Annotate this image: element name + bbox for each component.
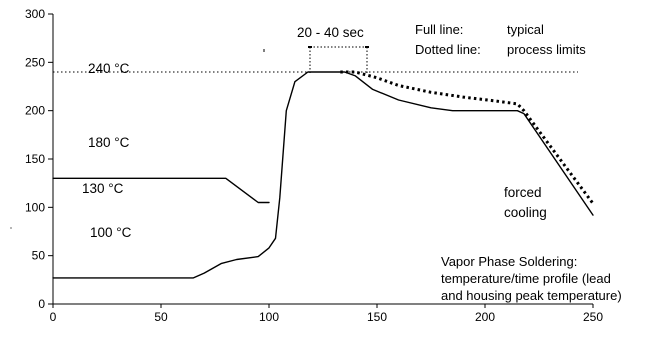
- duration-bracket: [308, 46, 369, 75]
- x-tick-label: 200: [475, 310, 495, 324]
- y-tick-label: 50: [32, 249, 46, 263]
- typical-line-0: [52, 71, 594, 279]
- legend: Full line: typical Dotted line: process …: [415, 22, 586, 57]
- stray-marks: [10, 49, 265, 229]
- legend-full-label: Full line:: [415, 22, 463, 37]
- x-tick-label: 150: [367, 310, 387, 324]
- x-tick-label: 250: [583, 310, 603, 324]
- caption-line-1: Vapor Phase Soldering:: [441, 254, 577, 269]
- x-tick-label: 100: [259, 310, 279, 324]
- y-tick-label: 0: [38, 297, 45, 311]
- axes: 0 50 100 150 200 250 300 0 50 100 150 200 250: [25, 7, 603, 324]
- legend-dotted-label: Dotted line:: [415, 42, 481, 57]
- y-tick-label: 250: [25, 55, 45, 69]
- caption-line-3: and housing peak temperature): [441, 288, 622, 303]
- x-tick-label: 50: [154, 310, 168, 324]
- annotation-cooling: cooling: [504, 205, 547, 220]
- legend-full-value: typical: [507, 22, 544, 37]
- y-tick-label: 100: [25, 200, 45, 214]
- caption: Vapor Phase Soldering: temperature/time …: [441, 254, 622, 303]
- series-layer: [52, 70, 595, 279]
- annotation-180c: 180 °C: [88, 135, 130, 150]
- stray-mark-left: [10, 227, 12, 229]
- legend-dotted-value: process limits: [507, 42, 586, 57]
- y-tick-label: 300: [25, 7, 45, 21]
- y-tick-label: 200: [25, 104, 45, 118]
- process-limit-line-2: [340, 70, 595, 205]
- annotation-240c: 240 °C: [88, 61, 130, 76]
- annotation-100c: 100 °C: [90, 225, 132, 240]
- annotation-130c: 130 °C: [82, 181, 124, 196]
- y-tick-label: 150: [25, 152, 45, 166]
- annotation-duration: 20 - 40 sec: [297, 25, 364, 40]
- annotation-forced: forced: [504, 185, 542, 200]
- typical-line-1: [52, 177, 270, 204]
- temperature-annotations: 240 °C 180 °C 130 °C 100 °C 20 - 40 sec …: [82, 25, 547, 240]
- x-tick-label: 0: [50, 310, 57, 324]
- caption-line-2: temperature/time profile (lead: [441, 271, 611, 286]
